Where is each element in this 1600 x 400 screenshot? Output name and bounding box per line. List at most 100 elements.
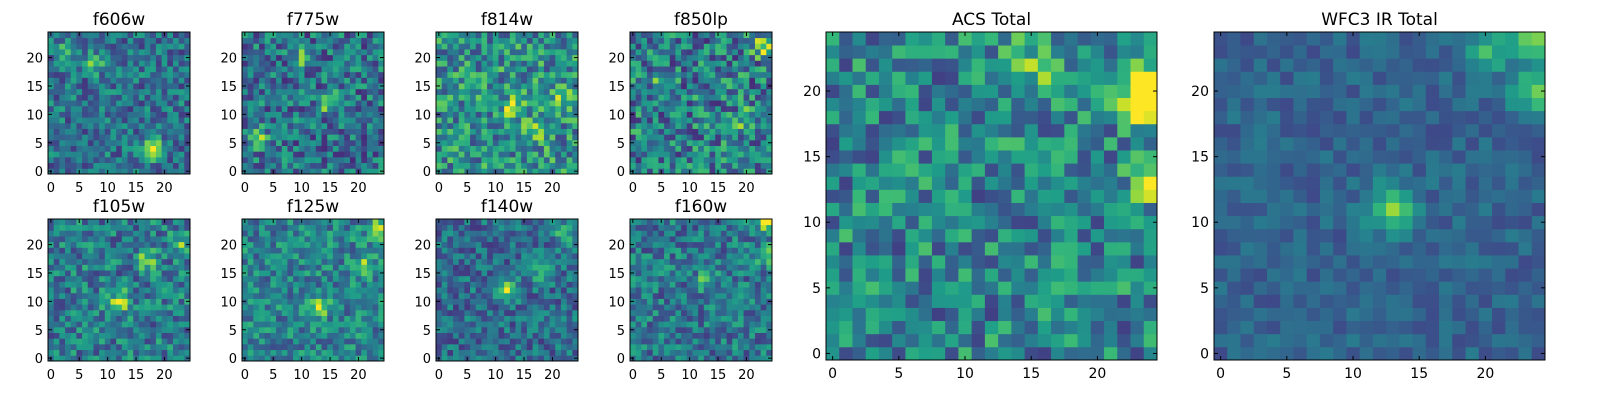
heatmap-cell: [349, 241, 356, 248]
heatmap-cell: [447, 49, 454, 56]
heatmap-cell: [726, 117, 733, 124]
heatmap-cell: [464, 37, 471, 44]
heatmap-cell: [178, 292, 185, 299]
heatmap-cell: [737, 128, 744, 135]
heatmap-cell: [720, 71, 727, 78]
heatmap-cell: [121, 139, 128, 146]
heatmap-cell: [104, 117, 111, 124]
heatmap-cell: [658, 139, 665, 146]
heatmap-cell: [538, 275, 545, 282]
heatmap-cell: [178, 275, 185, 282]
heatmap-cell: [458, 264, 465, 271]
heatmap-cell: [321, 275, 328, 282]
heatmap-cell: [641, 309, 648, 316]
heatmap-cell: [555, 168, 562, 175]
y-tick-label: 10: [220, 108, 237, 123]
heatmap-cell: [726, 32, 733, 39]
heatmap-cell: [641, 71, 648, 78]
heatmap-cell: [760, 71, 767, 78]
heatmap-cell: [65, 343, 72, 351]
heatmap-cell: [310, 60, 317, 67]
heatmap-cell: [532, 264, 539, 271]
heatmap-cell: [298, 304, 305, 311]
heatmap-cell: [458, 355, 465, 362]
heatmap-cell: [441, 37, 448, 44]
heatmap-cell: [321, 88, 328, 95]
heatmap-cell: [715, 309, 722, 316]
heatmap-cell: [161, 88, 168, 95]
heatmap-cell: [310, 287, 317, 294]
heatmap-cell: [138, 105, 145, 112]
heatmap-cell: [464, 281, 471, 288]
heatmap-cell: [150, 241, 157, 248]
heatmap-cell: [664, 298, 671, 305]
heatmap-cell: [726, 156, 733, 164]
heatmap-cell: [481, 168, 488, 175]
heatmap-cell: [315, 145, 322, 152]
heatmap-cell: [76, 83, 83, 90]
heatmap-cell: [760, 338, 767, 345]
heatmap-cell: [344, 241, 351, 248]
heatmap-cell: [133, 343, 140, 351]
heatmap-cell: [321, 287, 328, 294]
heatmap-cell: [475, 343, 482, 351]
heatmap-cell: [464, 270, 471, 277]
heatmap-cell: [172, 66, 180, 73]
heatmap-cell: [167, 145, 174, 152]
heatmap-cell: [498, 224, 505, 231]
heatmap-cell: [253, 117, 260, 124]
heatmap-cell: [709, 88, 716, 95]
heatmap-cell: [310, 355, 317, 362]
heatmap-cell: [315, 105, 322, 112]
heatmap-cell: [458, 219, 465, 226]
heatmap-cell: [532, 37, 539, 44]
heatmap-cell: [760, 315, 767, 322]
heatmap-cell: [167, 264, 174, 271]
heatmap-cell: [475, 309, 482, 316]
heatmap-cell: [87, 292, 94, 299]
heatmap-cell: [498, 162, 505, 169]
heatmap-cell: [737, 309, 744, 316]
heatmap-cell: [647, 287, 654, 294]
heatmap-cell: [378, 275, 385, 282]
heatmap-cell: [150, 156, 157, 164]
heatmap-cell: [332, 275, 339, 282]
heatmap-cell: [641, 43, 648, 50]
heatmap-cell: [332, 88, 339, 95]
heatmap-cell: [698, 275, 705, 282]
heatmap-cell: [566, 315, 573, 322]
heatmap-cell: [361, 338, 368, 345]
heatmap-cell: [504, 49, 511, 56]
heatmap-cell: [116, 128, 123, 135]
heatmap-cell: [470, 338, 477, 345]
heatmap-cell: [87, 230, 94, 237]
heatmap-cell: [99, 230, 106, 237]
heatmap-cell: [532, 275, 539, 282]
heatmap-cell: [276, 139, 283, 146]
heatmap-cell: [93, 292, 100, 299]
heatmap-cell: [470, 117, 477, 124]
heatmap-cell: [93, 287, 100, 294]
heatmap-cell: [161, 304, 168, 311]
x-tick-label: 20: [544, 181, 561, 196]
heatmap-cell: [658, 77, 665, 84]
heatmap-cell: [87, 281, 94, 288]
x-tick-label: 10: [293, 368, 310, 383]
heatmap-cell: [447, 77, 454, 84]
heatmap-cell: [521, 338, 528, 345]
heatmap-cell: [310, 343, 317, 351]
heatmap-cell: [366, 332, 374, 339]
heatmap-cell: [492, 315, 499, 322]
heatmap-cell: [121, 326, 128, 333]
heatmap-cell: [104, 156, 111, 164]
heatmap-cell: [504, 326, 511, 333]
heatmap-cell: [70, 315, 77, 322]
heatmap-cell: [515, 88, 522, 95]
axes-frame: [241, 31, 385, 175]
heatmap-cell: [453, 270, 460, 277]
heatmap-cell: [349, 162, 356, 169]
heatmap-cell: [127, 88, 134, 95]
heatmap-cell: [276, 258, 283, 265]
heatmap-cell: [99, 37, 106, 44]
heatmap-cell: [572, 49, 579, 56]
